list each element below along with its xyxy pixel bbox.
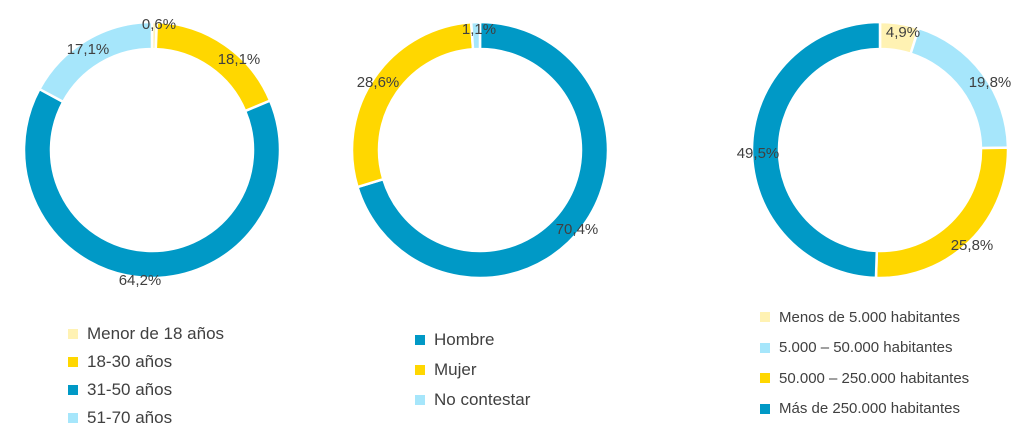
legend-label: 31-50 años	[87, 380, 173, 399]
donut-chart: 4,9% 19,8% 25,8% 49,5%	[737, 20, 1012, 280]
legend-label: Más de 250.000 habitantes	[779, 400, 960, 418]
data-label: 25,8%	[951, 237, 994, 254]
legend-swatch	[760, 373, 770, 384]
legend-swatch	[760, 403, 770, 414]
legend-swatch	[415, 365, 425, 375]
donut-slice	[356, 20, 610, 280]
data-label: 70,4%	[556, 221, 599, 238]
legend-item: Menos de 5.000 habitantes	[760, 302, 969, 333]
legend-swatch	[760, 312, 770, 323]
donut-slice	[22, 87, 282, 280]
legend-item: Más de 250.000 habitantes	[760, 394, 969, 425]
legend-swatch	[68, 413, 78, 423]
legend-item: Hombre	[415, 325, 530, 355]
donut-slice	[874, 146, 1010, 280]
legend-label: 5.000 – 50.000 habitantes	[779, 339, 953, 357]
legend-label: Hombre	[434, 330, 495, 349]
data-label: 4,9%	[886, 24, 920, 41]
donut-slice	[38, 20, 154, 104]
data-label: 0,6%	[142, 16, 176, 33]
donut-chart: 0,6% 18,1% 64,2% 17,1%	[22, 16, 282, 289]
legend-item: 18-30 años	[68, 348, 224, 376]
data-label: 19,8%	[969, 74, 1012, 91]
data-label: 49,5%	[737, 145, 780, 162]
legend-label: 50.000 – 250.000 habitantes	[779, 369, 970, 387]
data-label: 17,1%	[67, 41, 110, 58]
legend-item: No contestar	[415, 385, 530, 415]
legend-age: Menor de 18 años 18-30 años 31-50 años 5…	[68, 320, 224, 432]
legend-item: 31-50 años	[68, 376, 224, 404]
legend-swatch	[68, 385, 78, 395]
legend-item: 50.000 – 250.000 habitantes	[760, 363, 969, 394]
legend-gender: Hombre Mujer No contestar	[415, 325, 530, 415]
legend-label: 51-70 años	[87, 408, 173, 427]
legend-swatch	[415, 395, 425, 405]
legend-label: 18-30 años	[87, 352, 173, 371]
legend-item: Mujer	[415, 355, 530, 385]
donut-chart: 70,4% 28,6% 1,1%	[350, 20, 610, 280]
legend-label: Mujer	[434, 360, 477, 379]
legend-swatch	[68, 329, 78, 339]
donut-slice	[469, 20, 482, 51]
data-label: 64,2%	[119, 272, 162, 289]
legend-item: 51-70 años	[68, 404, 224, 432]
donut-slice	[350, 21, 475, 189]
legend-item: 5.000 – 50.000 habitantes	[760, 333, 969, 364]
data-label: 18,1%	[218, 51, 261, 68]
data-label: 1,1%	[462, 21, 496, 38]
legend-population: Menos de 5.000 habitantes 5.000 – 50.000…	[760, 302, 969, 424]
legend-label: No contestar	[434, 390, 531, 409]
legend-swatch	[68, 357, 78, 367]
legend-swatch	[415, 335, 425, 345]
legend-item: Menor de 18 años	[68, 320, 224, 348]
donut-slice	[750, 20, 882, 280]
legend-label: Menos de 5.000 habitantes	[779, 308, 960, 326]
legend-swatch	[760, 342, 770, 353]
data-label: 28,6%	[357, 74, 400, 91]
legend-label: Menor de 18 años	[87, 324, 225, 343]
